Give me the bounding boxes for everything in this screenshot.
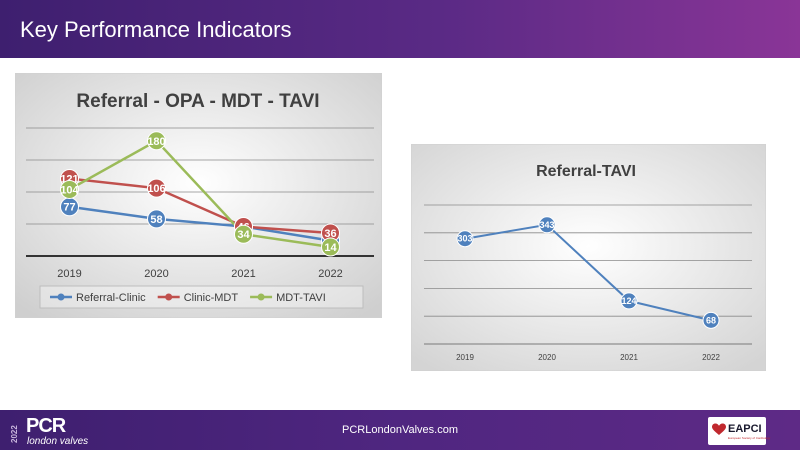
legend-entry: Referral-Clinic <box>76 292 146 304</box>
data-label: 303 <box>457 234 472 244</box>
data-label: 68 <box>706 315 716 325</box>
legend-entry: Clinic-MDT <box>184 292 239 304</box>
chart-title: Referral-TAVI <box>536 163 636 180</box>
data-label: 343 <box>539 220 554 230</box>
x-tick-label: 2019 <box>57 268 81 280</box>
x-tick-label: 2022 <box>702 353 720 362</box>
x-tick-label: 2020 <box>538 353 556 362</box>
data-point <box>538 216 556 234</box>
data-point <box>147 131 166 151</box>
pcr-logo-text: PCR <box>26 415 66 437</box>
data-point <box>321 237 340 257</box>
legend-marker <box>165 293 173 301</box>
legend-marker <box>57 293 65 301</box>
data-point <box>147 178 166 198</box>
legend-entry: MDT-TAVI <box>276 292 326 304</box>
series-line <box>68 139 331 249</box>
data-point <box>234 224 253 244</box>
data-point <box>620 292 638 310</box>
footer-bar: 2022 PCR london valves PCRLondonValves.c… <box>0 410 800 450</box>
chart-title: Referral - OPA - MDT - TAVI <box>76 91 319 112</box>
chart-panel-kpi: Referral - OPA - MDT - TAVI 2019 2020 2021… <box>14 72 383 319</box>
chart-background <box>410 143 767 372</box>
x-tick-label: 2022 <box>318 268 342 280</box>
legend-marker <box>257 293 265 301</box>
legend-box <box>39 285 364 309</box>
data-label: 104 <box>60 184 79 196</box>
x-tick-label: 2021 <box>231 268 255 280</box>
eapci-logo-subtitle: European Society of Cardiology <box>728 436 771 440</box>
series-line <box>69 177 331 235</box>
eapci-logo: EAPCI European Society of Cardiology <box>708 417 770 445</box>
data-label: 180 <box>147 136 165 148</box>
data-point <box>702 311 720 329</box>
data-point <box>60 179 79 199</box>
series-line <box>464 223 712 322</box>
chart-panel-referral-tavi: Referral-TAVI 2019 2020 2021 2022 303 343 124… <box>410 143 767 372</box>
data-label: 34 <box>237 229 250 241</box>
data-label: 58 <box>150 214 162 226</box>
footer-url-link[interactable]: PCRLondonValves.com <box>342 424 458 436</box>
data-label: 14 <box>324 242 337 254</box>
x-tick-label: 2020 <box>144 268 168 280</box>
heart-icon <box>712 423 726 435</box>
series-line <box>69 205 331 242</box>
data-point <box>456 230 474 248</box>
page-title: Key Performance Indicators <box>20 17 292 42</box>
line-chart-referral-opa-mdt-tavi: Referral - OPA - MDT - TAVI 2019 2020 2021… <box>14 72 383 319</box>
data-point <box>147 209 166 229</box>
line-chart-referral-tavi: Referral-TAVI 2019 2020 2021 2022 303 343 124… <box>410 143 767 372</box>
eapci-logo-text: EAPCI <box>728 423 762 435</box>
x-tick-label: 2021 <box>620 353 638 362</box>
data-label: 36 <box>324 228 336 240</box>
data-label: 77 <box>63 202 75 214</box>
data-label: 106 <box>147 183 165 195</box>
x-tick-label: 2019 <box>456 353 474 362</box>
header-bar: Key Performance Indicators <box>0 0 800 58</box>
data-label: 124 <box>621 296 636 306</box>
pcr-logo-subtitle: london valves <box>27 436 89 447</box>
